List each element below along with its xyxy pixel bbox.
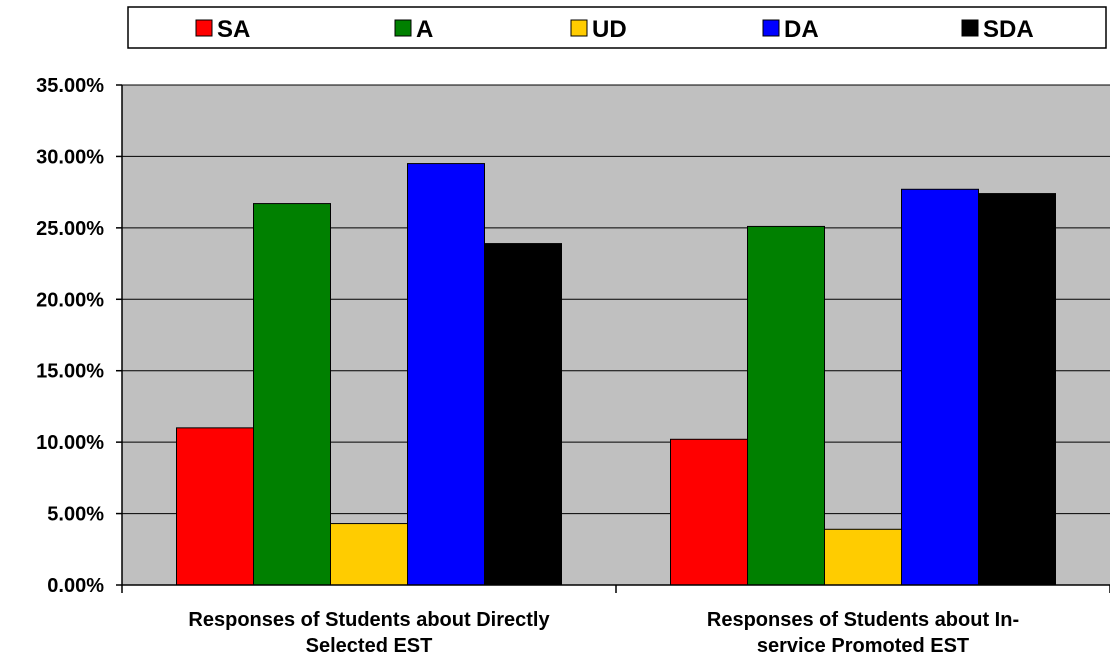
legend-swatch-a <box>395 20 411 36</box>
y-tick-label: 35.00% <box>36 75 104 97</box>
y-tick-label: 0.00% <box>47 575 104 597</box>
legend-label-da: DA <box>784 16 819 43</box>
legend-swatch-sa <box>196 20 212 36</box>
legend-swatch-da <box>763 20 779 36</box>
legend-label-sda: SDA <box>983 16 1034 43</box>
bar-sda <box>979 194 1056 585</box>
legend-label-a: A <box>416 16 433 43</box>
bar-sda <box>485 244 562 585</box>
bar-da <box>408 164 485 585</box>
legend-label-ud: UD <box>592 16 627 43</box>
x-category-label: Responses of Students about Directly Sele… <box>188 609 550 657</box>
legend-label-sa: SA <box>217 16 250 43</box>
y-tick-label: 25.00% <box>36 218 104 240</box>
bar-da <box>902 189 979 585</box>
y-tick-label: 5.00% <box>47 504 104 526</box>
y-tick-label: 20.00% <box>36 289 104 311</box>
bar-ud <box>331 524 408 585</box>
x-axis-categories: Responses of Students about Directly Sele… <box>122 585 1110 657</box>
y-axis-ticks: 0.00% 5.00% 10.00% 15.00% 20.00% 25.00% 30.00%… <box>36 75 122 597</box>
bar-a <box>748 226 825 585</box>
bar-ud <box>825 529 902 585</box>
x-category-label: Responses of Students about In-service P… <box>707 609 1019 657</box>
y-tick-label: 10.00% <box>36 432 104 454</box>
legend-swatch-ud <box>571 20 587 36</box>
y-tick-label: 30.00% <box>36 146 104 168</box>
legend-swatch-sda <box>962 20 978 36</box>
bar-sa <box>671 439 748 585</box>
bar-a <box>254 204 331 585</box>
bar-sa <box>177 428 254 585</box>
y-tick-label: 15.00% <box>36 361 104 383</box>
